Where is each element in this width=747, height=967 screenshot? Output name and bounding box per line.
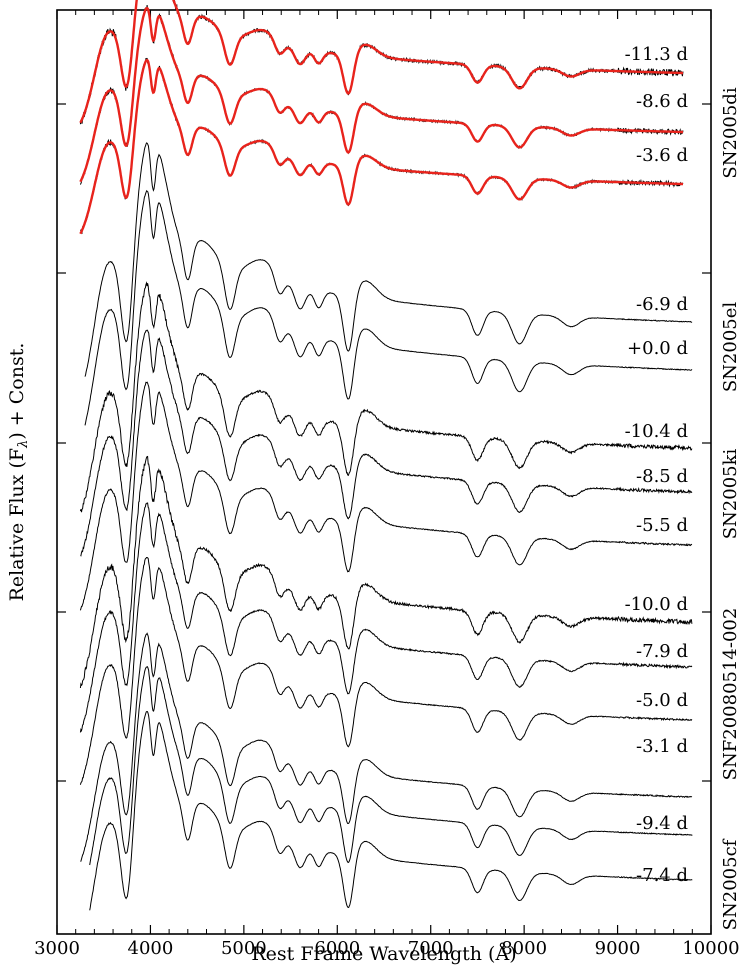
phase-label: -5.0 d [636, 690, 688, 711]
supernova-label: SNF20080514-002 [720, 608, 741, 781]
supernova-label: SN2005el [720, 302, 741, 393]
phase-label: -8.6 d [636, 91, 688, 112]
spectrum-fit-line [79, 0, 683, 124]
x-axis-title: Rest Frame Wavelength (Å) [251, 943, 516, 965]
phase-label: -7.4 d [636, 865, 688, 886]
spectrum-line [89, 665, 693, 866]
supernova-label: SN2005di [720, 87, 741, 178]
x-tick-labels: 3000 4000 5000 6000 7000 8000 9000 10000 [34, 938, 740, 959]
phase-label: -9.4 d [636, 813, 688, 834]
spectrum-line [80, 329, 693, 557]
phase-label: -7.9 d [636, 641, 688, 662]
phase-label: -11.3 d [625, 44, 688, 65]
x-tick-label: 9000 [595, 938, 641, 959]
y-axis-title: Relative Flux (Fλ) + Const. [6, 343, 31, 602]
spectrum-fit-line [79, 58, 683, 235]
phase-label: -6.9 d [636, 294, 688, 315]
spectrum-line [84, 142, 693, 377]
x-tick-label: 10000 [682, 938, 739, 959]
spectrum-line [79, 455, 693, 689]
spectrum-line [79, 281, 693, 513]
spectrum-line [80, 632, 693, 862]
phase-label: -3.1 d [636, 736, 688, 757]
spectra-group-4 [89, 665, 693, 911]
axis-ticks [56, 10, 712, 934]
spectrum-line [89, 710, 693, 911]
phase-label: -3.6 d [636, 145, 688, 166]
phase-label: -10.0 d [625, 594, 688, 615]
spectrum-line [79, 381, 693, 611]
phase-label: -10.4 d [625, 421, 688, 442]
spectra-traces [79, 0, 693, 911]
spectra-group-2 [79, 281, 693, 611]
supernova-label: SN2005ki [720, 448, 741, 539]
phase-label: -5.5 d [636, 515, 688, 536]
spectrum-line [79, 502, 693, 733]
spectrum-line [79, 557, 693, 785]
spectrum-line [79, 5, 684, 185]
x-tick-label: 4000 [128, 938, 174, 959]
x-tick-label: 8000 [501, 938, 547, 959]
supernova-label: SN2005cf [720, 838, 741, 930]
spectrum-line [84, 189, 693, 426]
phase-label: -8.5 d [636, 466, 688, 487]
x-tick-label: 7000 [408, 938, 454, 959]
spectra-group-3 [79, 455, 693, 862]
y-axis-title-main: Relative Flux (F [6, 448, 28, 602]
y-axis-title-tail: ) + Const. [6, 343, 28, 440]
spectrum-fit-line [79, 6, 683, 183]
x-tick-label: 3000 [34, 938, 80, 959]
supernova-labels: SN2005di SN2005el SN2005ki SNF20080514-002 S… [720, 87, 741, 930]
plot-frame [56, 9, 712, 935]
x-tick-label: 5000 [221, 938, 267, 959]
spectra-group-0 [79, 0, 684, 235]
x-tick-label: 6000 [314, 938, 360, 959]
spectra-group-1 [84, 142, 693, 426]
phase-labels: -11.3 d -8.6 d -3.6 d -6.9 d +0.0 d -10.4 d -8… [625, 44, 688, 886]
phase-label: +0.0 d [627, 338, 688, 359]
y-axis-title-sub: λ [16, 440, 31, 449]
